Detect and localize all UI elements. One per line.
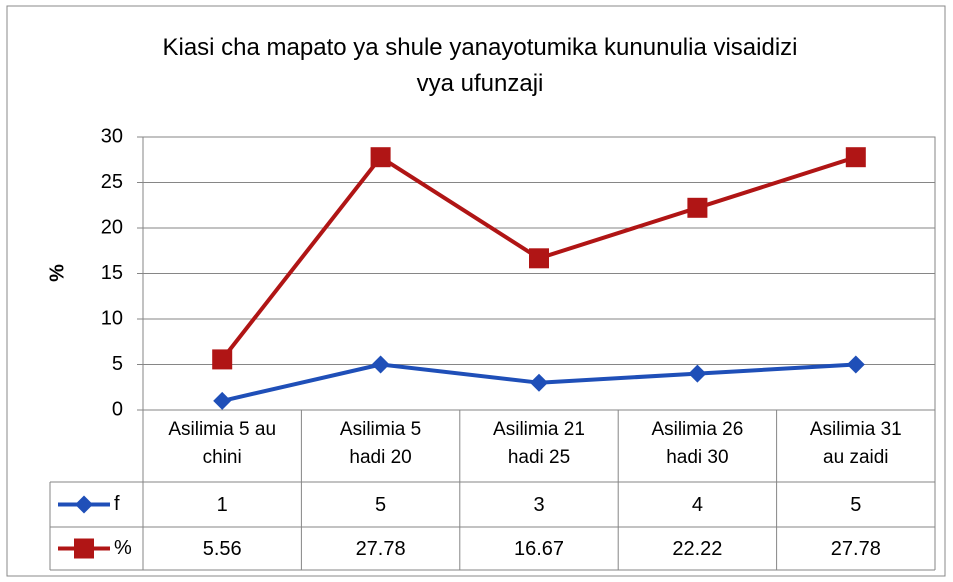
table-value: 3 xyxy=(533,494,544,516)
table-value: 5.56 xyxy=(203,538,242,560)
x-tick-label: Asilimia 21 hadi 25 xyxy=(493,419,585,468)
table-value: 22.22 xyxy=(672,538,722,560)
marker xyxy=(213,391,232,410)
x-tick-label: Asilimia 5 hadi 20 xyxy=(339,419,422,468)
marker xyxy=(845,147,866,168)
x-tick-label: Asilimia 26 hadi 30 xyxy=(651,419,744,468)
chart-border xyxy=(6,5,946,577)
y-tick-label: 0 xyxy=(112,398,123,420)
y-tick-label: 15 xyxy=(101,262,123,284)
x-tick-label-box: Asilimia 31 au zaidi xyxy=(809,419,902,468)
legend-label: f xyxy=(114,493,120,515)
x-tick-label-box: Asilimia 5 hadi 20 xyxy=(339,419,422,468)
marker xyxy=(74,538,94,559)
x-tick-label: Asilimia 31 au zaidi xyxy=(809,419,902,468)
marker xyxy=(846,355,865,374)
legend-label: % xyxy=(114,537,132,559)
chart-title: Kiasi cha mapato ya shule yanayotumika k… xyxy=(162,34,798,97)
table-value: 27.78 xyxy=(356,538,406,560)
y-tick-label: 20 xyxy=(101,216,123,238)
table-value: 4 xyxy=(692,494,703,516)
x-tick-label: Asilimia 5 au chini xyxy=(168,419,277,468)
table-value: 16.67 xyxy=(514,538,564,560)
marker xyxy=(212,349,233,370)
y-tick-label: 10 xyxy=(101,307,123,329)
y-tick-label: 25 xyxy=(101,171,123,193)
table-value: 1 xyxy=(217,494,228,516)
table-value: 27.78 xyxy=(831,538,881,560)
x-tick-label-box: Asilimia 21 hadi 25 xyxy=(493,419,585,468)
marker xyxy=(75,495,93,514)
x-tick-label-box: Asilimia 5 au chini xyxy=(168,419,277,468)
chart-title-box: Kiasi cha mapato ya shule yanayotumika k… xyxy=(162,34,798,97)
marker xyxy=(688,364,707,383)
y-tick-label: 30 xyxy=(101,125,123,147)
table-value: 5 xyxy=(850,494,861,516)
table-value: 5 xyxy=(375,494,386,516)
marker xyxy=(370,147,391,168)
marker xyxy=(529,248,549,269)
x-tick-label-box: Asilimia 26 hadi 30 xyxy=(651,419,744,468)
marker xyxy=(371,355,390,374)
y-axis-label: % xyxy=(46,264,68,282)
y-tick-label: 5 xyxy=(112,353,123,375)
marker xyxy=(687,197,708,218)
marker xyxy=(530,373,548,392)
